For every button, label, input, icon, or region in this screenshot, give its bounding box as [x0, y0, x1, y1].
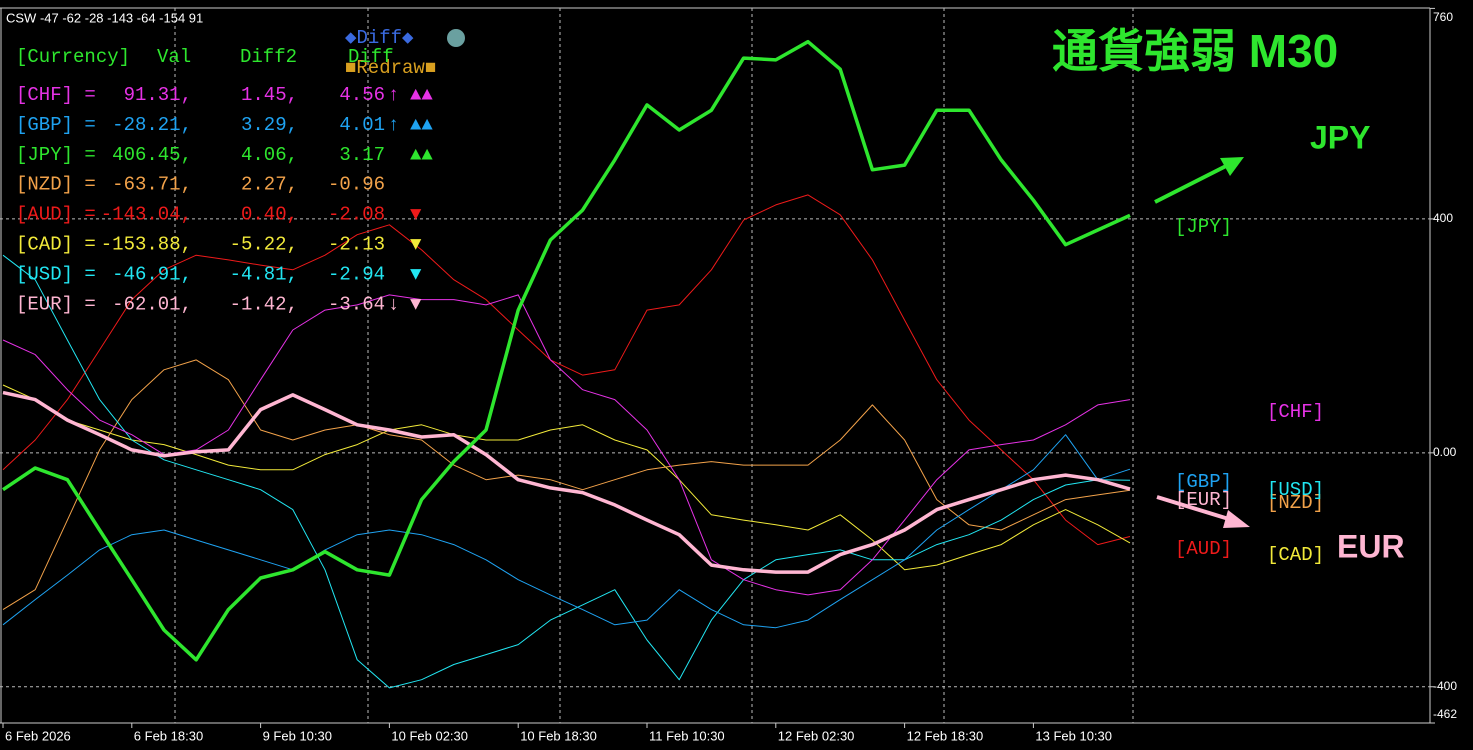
- panel-cell: -0.96: [328, 174, 385, 196]
- separators: [174, 8, 1134, 723]
- panel-cell: [EUR] =: [16, 293, 96, 315]
- panel-cell: -2.94: [328, 263, 385, 285]
- panel-marks: ▼: [410, 234, 422, 256]
- x-tick-label: 10 Feb 18:30: [520, 728, 597, 743]
- legend-label: [NZD]: [1267, 492, 1324, 514]
- series-line: [2, 194, 1131, 546]
- y-tick-label: -400: [1433, 679, 1457, 693]
- panel-cell: -2.13: [328, 234, 385, 256]
- panel-cell: -143.04,: [101, 204, 192, 226]
- panel-cell: [CAD] =: [16, 234, 96, 256]
- arrow: [1154, 163, 1229, 204]
- panel-cell: -46.91,: [112, 263, 192, 285]
- panel-cell: -4.81,: [230, 263, 298, 285]
- panel-marks: ▼: [410, 204, 422, 226]
- x-tick-label: 10 Feb 02:30: [391, 728, 468, 743]
- status-dot: [447, 29, 465, 47]
- legend-label: [EUR]: [1175, 489, 1232, 511]
- panel-cell: 4.06,: [241, 144, 298, 166]
- panel-arrow: ↑: [388, 114, 399, 136]
- x-tick-label: 12 Feb 18:30: [907, 728, 984, 743]
- panel: [Currency] Val Diff2 Diff [CHF] = 91.31, 1.45,…: [16, 46, 433, 315]
- series-line: [2, 39, 1131, 662]
- arrow-head: [1220, 157, 1244, 176]
- panel-cell: -2.08: [328, 204, 385, 226]
- legend-label: [GBP]: [1175, 471, 1232, 493]
- panel-cell: -28.21,: [112, 114, 192, 136]
- panel-cell: 2.27,: [241, 174, 298, 196]
- y-tick-label: 400: [1433, 211, 1453, 225]
- panel-cell: 406.45,: [112, 144, 192, 166]
- panel-cell: -5.22,: [230, 234, 298, 256]
- panel-cell: [CHF] =: [16, 84, 96, 106]
- panel-header: Diff2: [240, 46, 297, 68]
- x-tick-label: 13 Feb 10:30: [1035, 728, 1112, 743]
- panel-cell: 4.01: [339, 114, 385, 136]
- header: CSW -47 -62 -28 -143 -64 -154 91: [6, 10, 203, 25]
- legend-label: [USD]: [1267, 479, 1324, 501]
- panel-cell: 91.31,: [124, 84, 192, 106]
- panel-marks: ▲▲: [410, 84, 433, 106]
- panel-marks: ▼: [410, 293, 422, 315]
- panel-cell: -63.71,: [112, 174, 192, 196]
- panel-cell: [NZD] =: [16, 174, 96, 196]
- x-tick-label: 12 Feb 02:30: [778, 728, 855, 743]
- chart-title: 通貨強弱 M30: [1052, 25, 1338, 77]
- panel-cell: 0.40,: [241, 204, 298, 226]
- panel-cell: 3.29,: [241, 114, 298, 136]
- legend-label: [JPY]: [1175, 216, 1232, 238]
- panel-cell: [USD] =: [16, 263, 96, 285]
- panel-header: [Currency]: [16, 46, 130, 68]
- series-line: [2, 390, 1131, 574]
- panel-cell: [AUD] =: [16, 204, 96, 226]
- series-line: [2, 384, 1131, 571]
- arrow: [1156, 495, 1233, 522]
- series-line: [2, 434, 1131, 629]
- panel-cell: [GBP] =: [16, 114, 96, 136]
- panel-marks: ▲▲: [410, 144, 433, 166]
- y-tick-label: -462: [1433, 707, 1457, 721]
- x-tick-label: 6 Feb 18:30: [134, 728, 203, 743]
- panel-cell: -62.01,: [112, 293, 192, 315]
- panel-cell: -1.42,: [230, 293, 298, 315]
- y-tick-label: 760: [1433, 10, 1453, 24]
- legend-label: [CHF]: [1267, 401, 1324, 423]
- plot: 760 400 0.00 -400 -462 6 Feb 2026 6 Feb 18:30 9…: [0, 7, 1457, 743]
- redraw-button[interactable]: ■Redraw■: [345, 57, 436, 79]
- panel-cell: 4.56: [339, 84, 385, 106]
- annotation: EUR: [1337, 528, 1405, 564]
- panel-cell: 3.17: [339, 144, 385, 166]
- panel-marks: ▲▲: [410, 114, 433, 136]
- panel-cell: -3.64: [328, 293, 385, 315]
- series-line: [2, 359, 1131, 611]
- series-line: [2, 254, 1131, 689]
- x-tick-label: 11 Feb 10:30: [649, 728, 725, 743]
- panel-cell: 1.45,: [241, 84, 298, 106]
- panel-arrow: ↑: [388, 84, 399, 106]
- diff-button[interactable]: ◆Diff◆: [345, 27, 414, 49]
- arrow-head: [1223, 510, 1250, 528]
- series-line: [2, 294, 1131, 596]
- annotation: JPY: [1310, 119, 1370, 155]
- panel-marks: ▼: [410, 263, 422, 285]
- panel-cell: -153.88,: [101, 234, 192, 256]
- legend-label: [AUD]: [1175, 538, 1232, 560]
- x-tick-label: 6 Feb 2026: [5, 728, 71, 743]
- y-tick-label: 0.00: [1433, 445, 1457, 459]
- panel-header: Val: [157, 46, 191, 68]
- panel-cell: [JPY] =: [16, 144, 96, 166]
- x-tick-label: 9 Feb 10:30: [263, 728, 332, 743]
- legend-label: [CAD]: [1267, 544, 1324, 566]
- panel-header: Diff: [348, 46, 394, 68]
- panel-arrow: ↓: [388, 293, 399, 315]
